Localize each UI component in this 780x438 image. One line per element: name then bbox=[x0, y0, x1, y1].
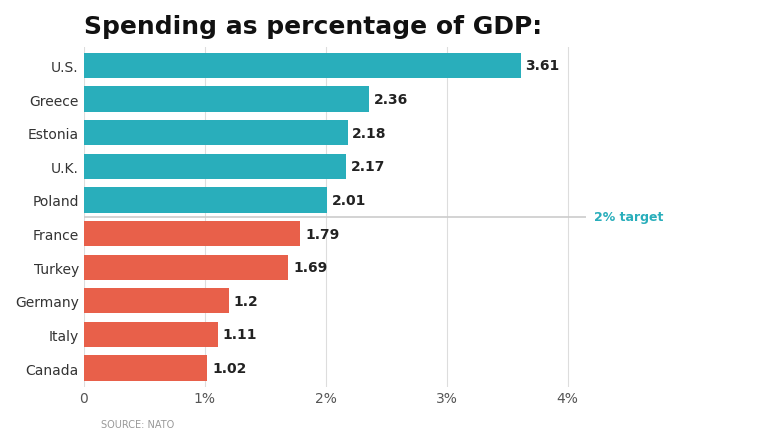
Bar bbox=[83, 188, 327, 213]
Bar bbox=[83, 222, 300, 247]
Bar bbox=[83, 289, 229, 314]
Text: 2.36: 2.36 bbox=[374, 93, 409, 107]
Bar bbox=[83, 87, 369, 113]
Bar bbox=[83, 322, 218, 347]
Text: 1.2: 1.2 bbox=[234, 294, 258, 308]
Bar bbox=[83, 356, 207, 381]
Text: 2% target: 2% target bbox=[594, 211, 664, 224]
Text: 1.69: 1.69 bbox=[293, 261, 328, 275]
Text: 2.01: 2.01 bbox=[332, 194, 366, 208]
Text: Spending as percentage of GDP:: Spending as percentage of GDP: bbox=[83, 15, 542, 39]
Text: 3.61: 3.61 bbox=[526, 59, 559, 73]
Text: 1.79: 1.79 bbox=[305, 227, 339, 241]
Bar bbox=[83, 255, 289, 280]
Text: 2.17: 2.17 bbox=[351, 160, 385, 174]
Bar bbox=[83, 121, 348, 146]
Bar bbox=[83, 154, 346, 180]
Text: SOURCE: NATO: SOURCE: NATO bbox=[101, 419, 175, 429]
Text: 2.18: 2.18 bbox=[353, 127, 387, 140]
Text: 1.02: 1.02 bbox=[212, 361, 246, 375]
Bar bbox=[83, 53, 520, 79]
Text: 1.11: 1.11 bbox=[223, 328, 257, 342]
